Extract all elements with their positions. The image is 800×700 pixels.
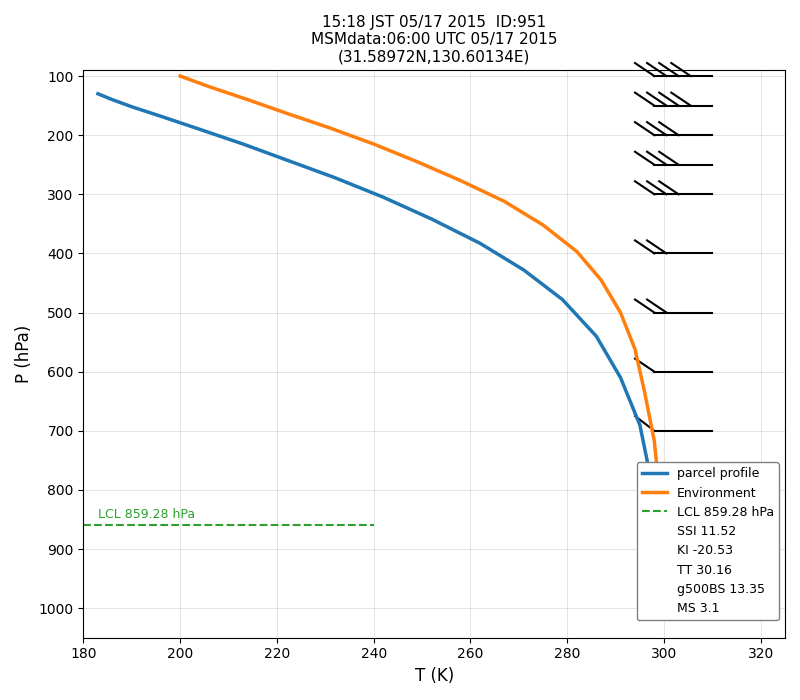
Environment — [659, 533, 669, 541]
parcel profile — [654, 515, 664, 524]
parcel profile — [330, 174, 340, 182]
Y-axis label: P (hPa): P (hPa) — [15, 325, 33, 383]
Environment — [369, 140, 378, 148]
parcel profile — [156, 112, 166, 120]
parcel profile — [616, 373, 626, 382]
Line: parcel profile: parcel profile — [98, 94, 664, 561]
parcel profile — [378, 193, 388, 202]
Environment — [596, 276, 606, 284]
Environment — [243, 95, 253, 104]
Environment — [282, 109, 291, 118]
parcel profile — [427, 215, 437, 223]
Text: LCL 859.28 hPa: LCL 859.28 hPa — [98, 508, 195, 521]
Environment — [616, 308, 626, 316]
parcel profile — [591, 332, 601, 340]
Title: 15:18 JST 05/17 2015  ID:951
MSMdata:06:00 UTC 05/17 2015
(31.58972N,130.60134E): 15:18 JST 05/17 2015 ID:951 MSMdata:06:0… — [311, 15, 558, 65]
Environment — [654, 486, 664, 494]
Environment — [499, 197, 509, 206]
parcel profile — [93, 90, 102, 98]
parcel profile — [635, 421, 645, 429]
parcel profile — [194, 125, 204, 134]
parcel profile — [238, 140, 248, 148]
Environment — [650, 438, 659, 446]
Line: Environment: Environment — [180, 76, 669, 584]
Environment — [456, 176, 466, 185]
Environment — [664, 580, 674, 589]
Environment — [326, 124, 335, 132]
Environment — [205, 83, 214, 91]
Environment — [572, 247, 582, 256]
parcel profile — [475, 239, 485, 248]
parcel profile — [558, 295, 567, 304]
Environment — [413, 158, 422, 166]
Environment — [630, 345, 640, 354]
Environment — [640, 389, 650, 397]
parcel profile — [645, 468, 654, 477]
Legend: parcel profile, Environment, LCL 859.28 hPa, SSI 11.52, KI -20.53, TT 30.16, g50: parcel profile, Environment, LCL 859.28 … — [637, 463, 778, 620]
parcel profile — [659, 556, 669, 565]
X-axis label: T (K): T (K) — [414, 667, 454, 685]
Environment — [538, 220, 548, 229]
LCL 859.28 hPa — [369, 521, 378, 529]
LCL 859.28 hPa — [78, 521, 88, 529]
parcel profile — [282, 156, 291, 164]
parcel profile — [108, 95, 118, 104]
parcel profile — [127, 103, 137, 111]
parcel profile — [519, 266, 529, 274]
Environment — [175, 72, 185, 80]
